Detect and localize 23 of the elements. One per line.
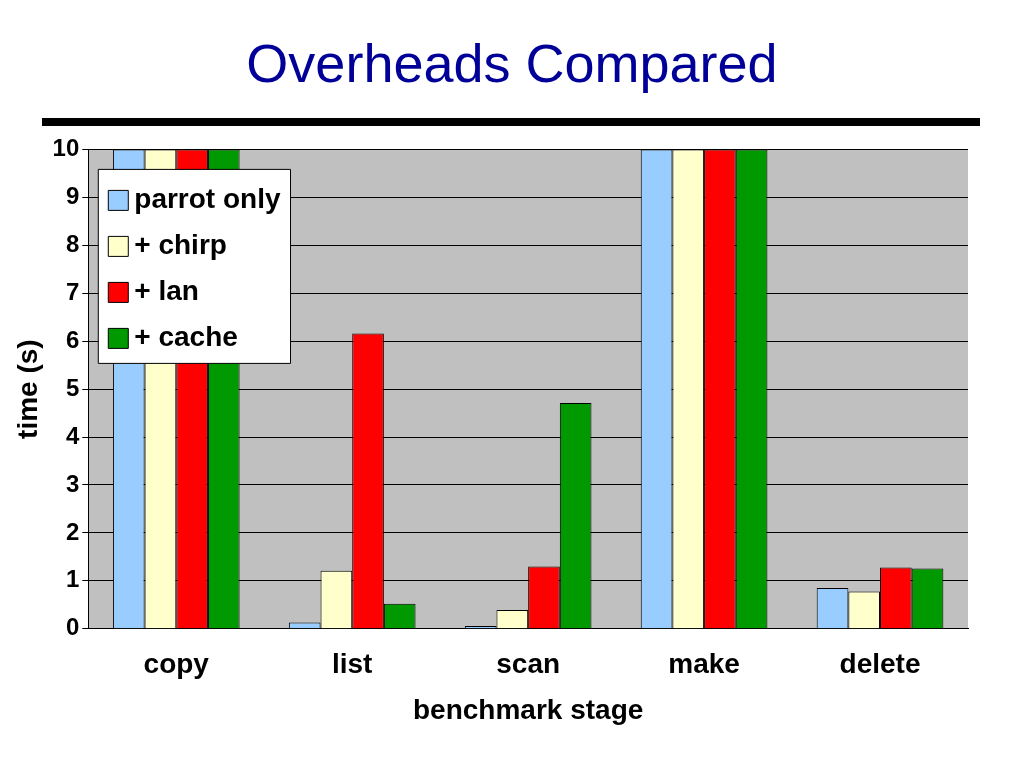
y-tick-label: 5 bbox=[65, 373, 80, 401]
y-tick-label: 3 bbox=[65, 469, 80, 497]
y-tick-label: 0 bbox=[65, 613, 80, 641]
legend-label: parrot only bbox=[134, 183, 281, 215]
x-tick-label: delete bbox=[839, 648, 921, 680]
x-tick-label: list bbox=[331, 648, 373, 680]
y-tick-label: 2 bbox=[65, 517, 80, 545]
y-tick-label: 8 bbox=[65, 229, 80, 257]
y-tick-label: 10 bbox=[52, 134, 80, 162]
y-tick-label: 4 bbox=[65, 421, 80, 449]
x-tick-label: make bbox=[668, 648, 740, 680]
x-tick-label: scan bbox=[496, 648, 561, 680]
y-tick-label: 7 bbox=[65, 277, 80, 305]
y-tick-label: 9 bbox=[65, 181, 80, 209]
x-tick-label: copy bbox=[143, 648, 210, 680]
y-tick-label: 1 bbox=[65, 565, 80, 593]
chart-title: Overheads Compared bbox=[245, 32, 779, 95]
x-axis-title: benchmark stage bbox=[412, 693, 644, 725]
legend-label: + lan bbox=[134, 275, 199, 307]
legend-label: + chirp bbox=[134, 229, 227, 261]
y-tick-label: 6 bbox=[65, 325, 80, 353]
legend-label: + cache bbox=[134, 321, 238, 353]
y-axis-title: time (s) bbox=[11, 339, 43, 439]
